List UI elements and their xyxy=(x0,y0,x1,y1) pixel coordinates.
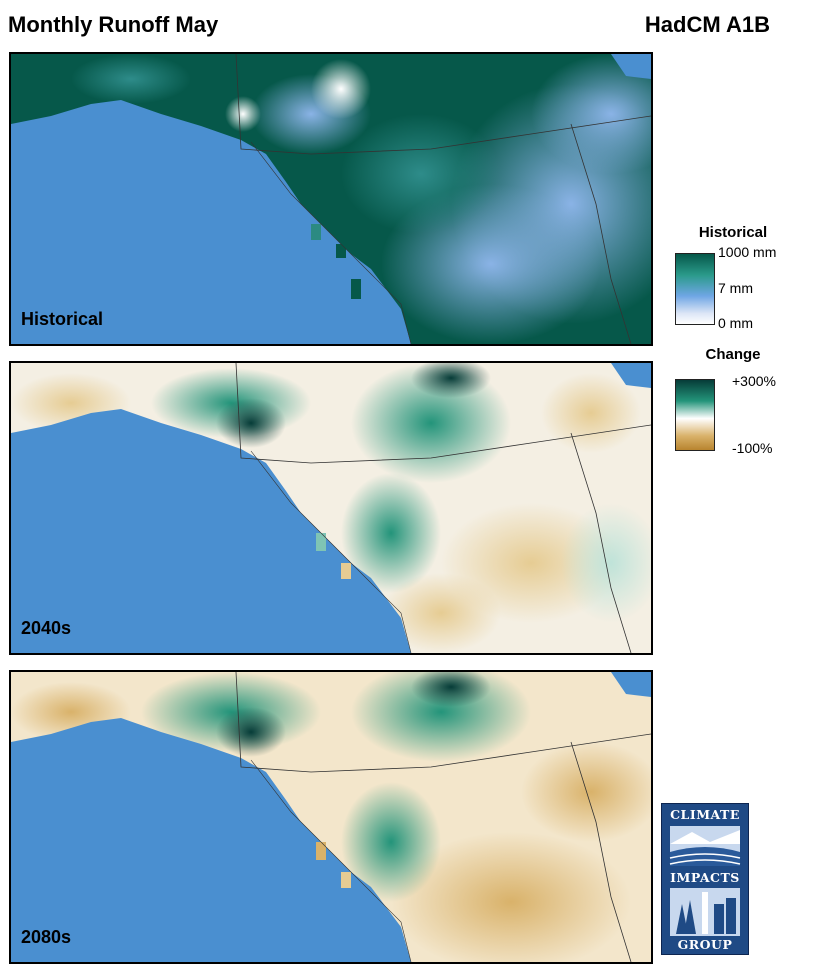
historical-map-panel: Historical xyxy=(9,52,653,346)
historical-legend-bar xyxy=(675,253,715,325)
panel-label: 2080s xyxy=(21,927,72,947)
logo-line-3: GROUP xyxy=(677,937,733,952)
historical-tick-mid: 7 mm xyxy=(718,280,753,296)
map-title: Monthly Runoff May xyxy=(8,12,219,37)
2040s-map-panel: 2040s xyxy=(9,361,653,655)
historical-legend-title: Historical xyxy=(698,224,768,241)
historical-tick-max: 1000 mm xyxy=(718,244,777,260)
panel-label: Historical xyxy=(21,309,104,329)
panel-label: 2040s xyxy=(21,618,72,638)
logo-emblem xyxy=(669,826,741,936)
model-label: HadCM A1B xyxy=(644,12,770,37)
change-legend-title: Change xyxy=(705,346,761,363)
2080s-map-panel: 2080s xyxy=(9,670,653,964)
climate-impacts-group-logo: CLIMATE IMPACTS GROUP xyxy=(661,803,749,955)
historical-map xyxy=(11,54,651,344)
2040s-map xyxy=(11,363,651,653)
change-legend-bar xyxy=(675,379,715,451)
logo-line-1: CLIMATE xyxy=(670,807,740,822)
logo-line-2: IMPACTS xyxy=(670,870,740,885)
historical-tick-min: 0 mm xyxy=(718,315,753,331)
2080s-map xyxy=(11,672,651,962)
change-tick-max: +300% xyxy=(732,373,776,389)
change-tick-min: -100% xyxy=(732,440,773,456)
